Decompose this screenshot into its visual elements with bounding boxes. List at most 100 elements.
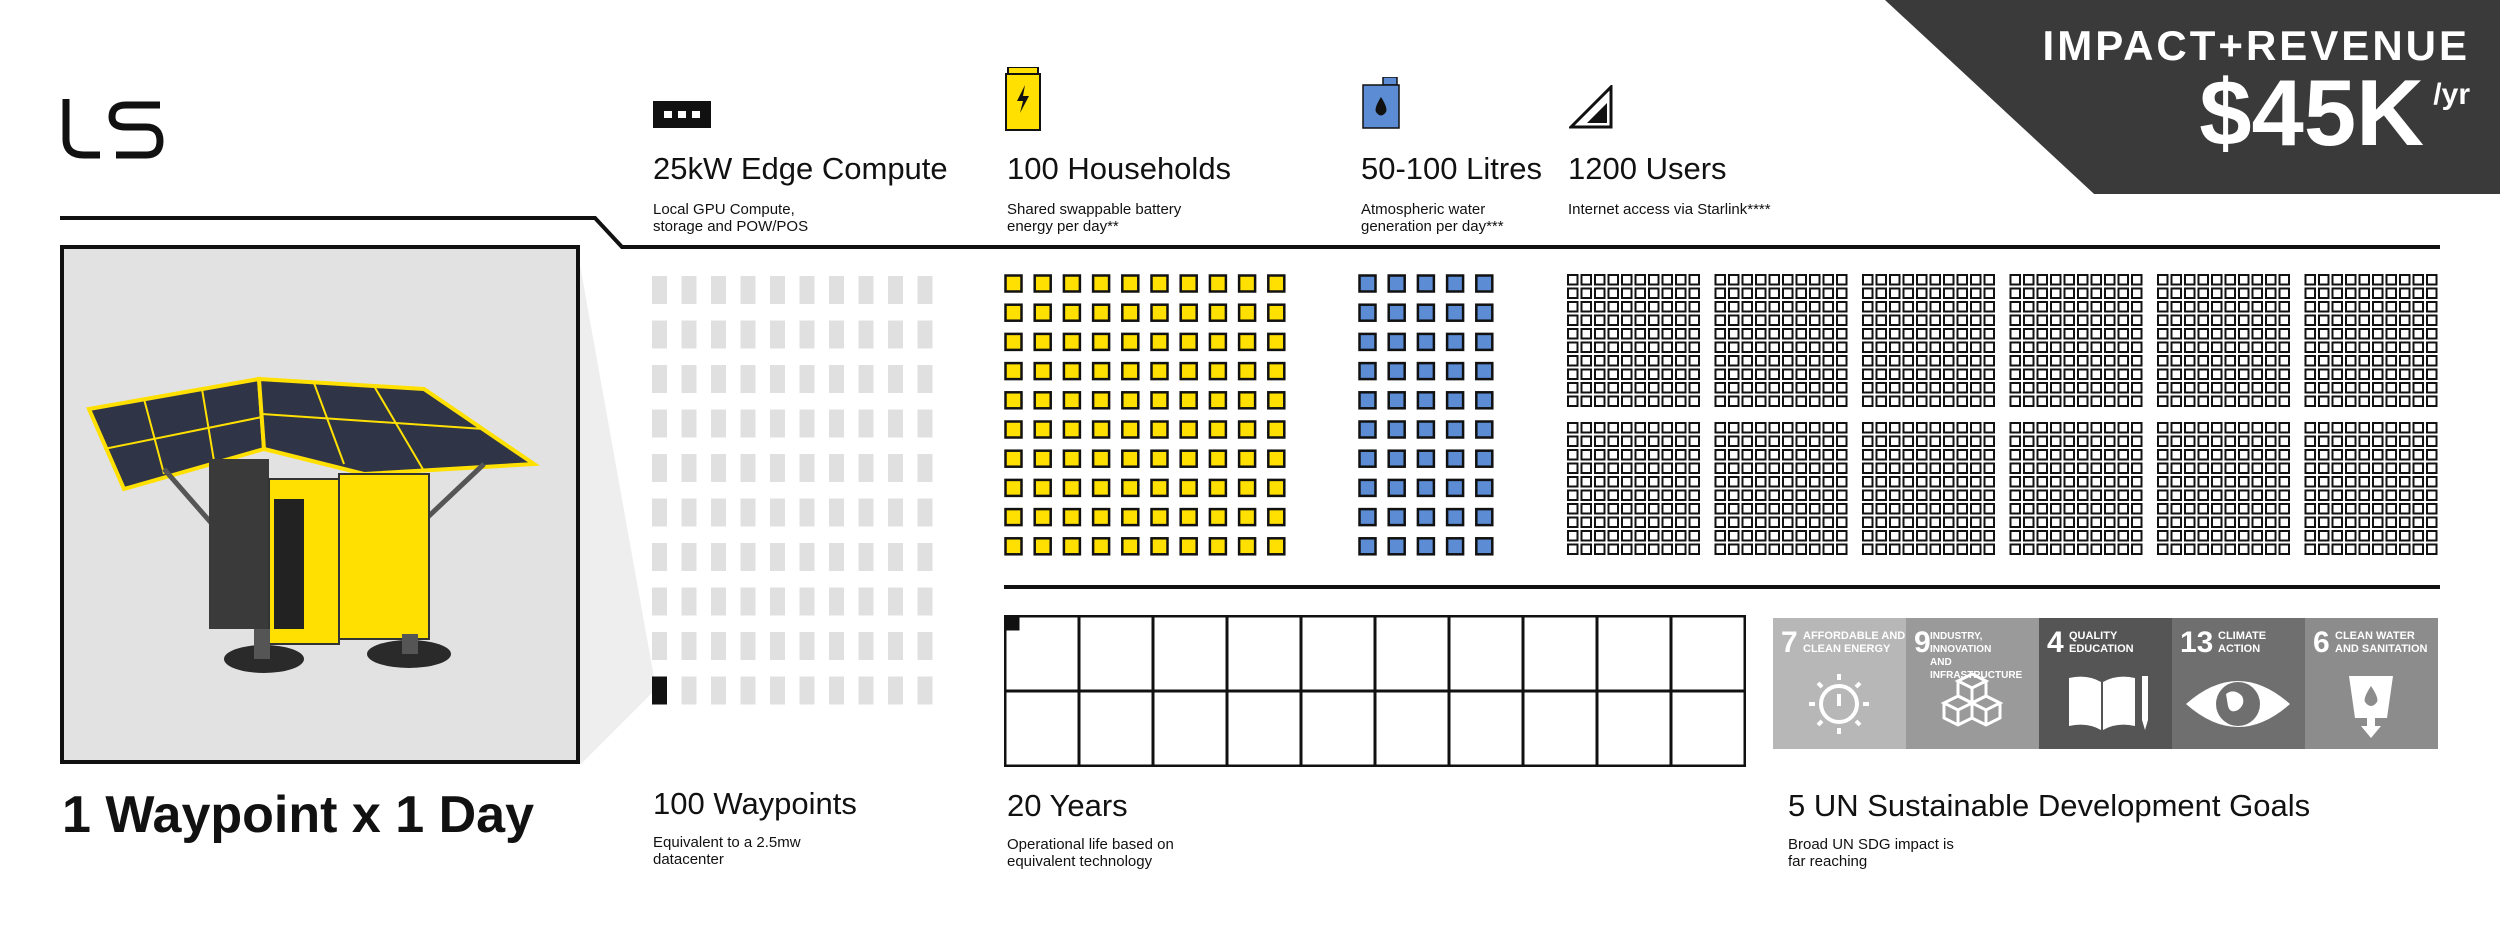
waypoint-cell [858,365,874,393]
user-cell [2131,395,2143,407]
household-cell [1208,449,1228,468]
user-cell [2412,503,2424,515]
user-cell [1741,503,1753,515]
user-cell [1822,314,1834,326]
user-cell [2251,449,2263,461]
user-cell [1675,489,1687,501]
waypoint-cell [917,676,933,705]
user-cell [2399,489,2411,501]
user-cell [2331,368,2343,380]
litre-cell [1416,332,1436,352]
user-cell [1741,543,1753,555]
user-cell [2331,503,2343,515]
user-cell [1648,341,1660,353]
user-cell [1661,530,1673,542]
user-cell [1809,382,1821,394]
sdg-tile-6: 6 CLEAN WATER AND SANITATION [2305,618,2438,749]
user-cell [1607,449,1619,461]
user-cell [2009,341,2021,353]
user-cell [2009,543,2021,555]
user-cell [1675,287,1687,299]
user-cell [1594,503,1606,515]
user-cell [2090,543,2102,555]
user-cell [1943,355,1955,367]
user-cell [2412,368,2424,380]
year-cell [1373,615,1451,693]
household-cell [1033,361,1052,381]
user-cell [2077,382,2089,394]
user-cell [2358,341,2370,353]
user-cell [1875,449,1887,461]
households-grid [1004,274,1286,556]
user-cell [2224,368,2236,380]
user-cell [1916,274,1928,286]
user-cell [2023,449,2035,461]
sdg-number: 9 [1914,626,1931,659]
user-cell [2412,422,2424,434]
waypoint-cell [740,676,756,705]
user-cell [2318,516,2330,528]
user-cell [1688,287,1700,299]
user-cell [1795,314,1807,326]
user-cell [1648,328,1660,340]
litre-cell [1358,478,1377,498]
user-cell [2358,530,2370,542]
user-cell [1902,462,1914,474]
user-cell [1755,530,1767,542]
user-cell [1956,543,1968,555]
user-cell [2251,435,2263,447]
user-cell [2345,449,2357,461]
waypoint-cell [740,320,756,349]
litre-cell [1416,449,1436,468]
stat-title-compute: 25kW Edge Compute [653,151,948,186]
household-cell [1179,507,1198,527]
household-cell [1091,303,1111,322]
user-cell [1567,287,1579,299]
litre-cell [1416,361,1436,381]
user-cell [2238,301,2250,313]
user-cell [2117,435,2129,447]
user-cell [1675,422,1687,434]
user-cell [1661,503,1673,515]
user-cell [1634,530,1646,542]
user-cell [1782,328,1794,340]
user-cell [2157,530,2169,542]
user-cell [2358,314,2370,326]
user-cell [1836,395,1848,407]
waypoint-cell [799,587,815,616]
user-cell [1567,530,1579,542]
user-cell [1795,382,1807,394]
user-cell [1956,328,1968,340]
user-cell [1929,516,1941,528]
waypoint-cell [829,409,844,438]
user-cell [2197,341,2209,353]
waypoint-cell [917,365,933,393]
user-cell [2157,516,2169,528]
user-cell [1634,422,1646,434]
user-cell [1675,355,1687,367]
litre-cell [1358,449,1377,468]
user-cell [2090,530,2102,542]
user-cell [2036,462,2048,474]
user-cell [2131,368,2143,380]
user-cell [2090,355,2102,367]
user-cell [2412,543,2424,555]
user-cell [2358,435,2370,447]
user-cell [2211,301,2223,313]
user-cell [2265,543,2277,555]
user-cell [2318,462,2330,474]
user-cell [1889,301,1901,313]
user-cell [2358,355,2370,367]
user-cell [2197,462,2209,474]
litre-cell [1387,361,1406,381]
household-cell [1179,449,1198,468]
user-cell [1607,422,1619,434]
user-cell [2426,530,2438,542]
user-cell [1822,287,1834,299]
user-cell [1741,422,1753,434]
user-cell [1836,368,1848,380]
user-cell [2372,382,2384,394]
user-cell [2197,382,2209,394]
user-cell [2372,274,2384,286]
litre-cell [1475,303,1494,322]
